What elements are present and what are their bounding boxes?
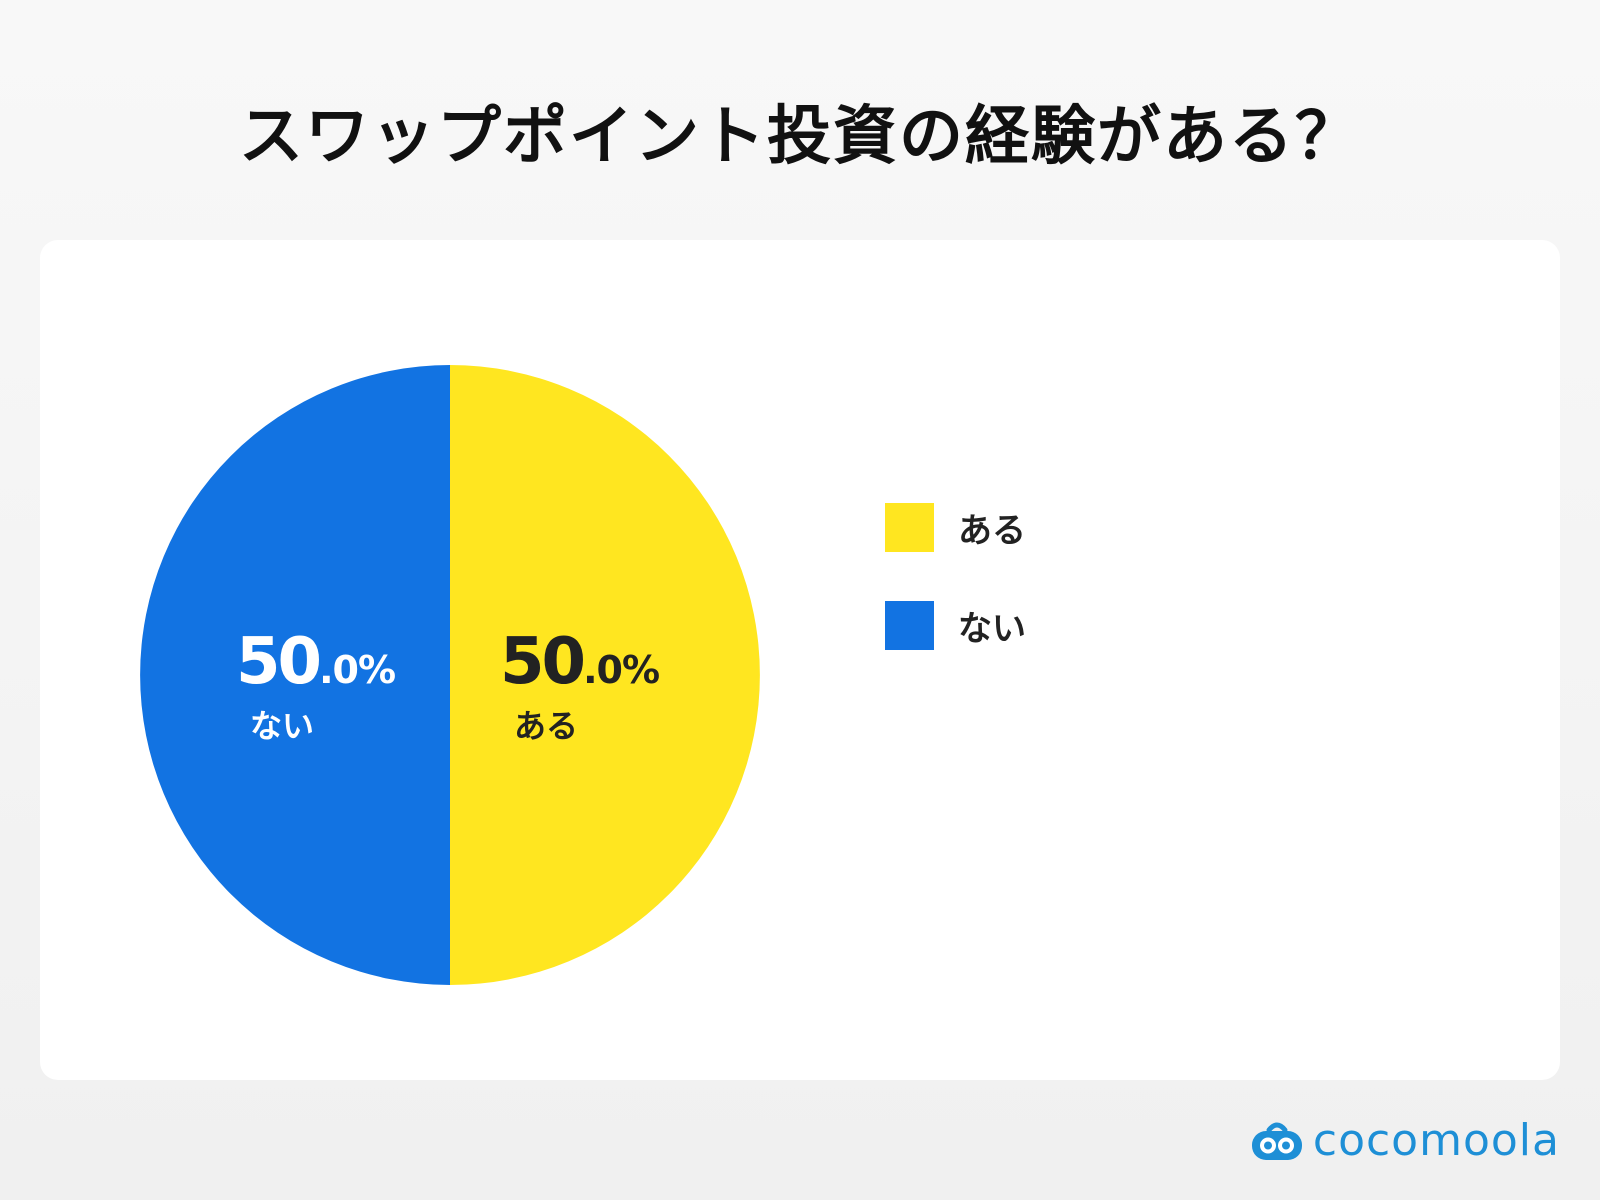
slice-label-aru: 50.0% ある	[500, 625, 660, 747]
brand-name: cocomoola	[1312, 1115, 1560, 1166]
slice-pct-main: 50	[236, 625, 322, 699]
legend-label: ある	[958, 510, 1026, 551]
slice-pct-decimal: .0%	[583, 648, 660, 692]
legend-item-nai: ない	[885, 600, 1026, 650]
slice-category: ある	[514, 707, 579, 745]
pie-chart	[140, 365, 760, 985]
legend-swatch	[885, 600, 934, 650]
legend-label: ない	[958, 608, 1026, 649]
chart-card: 50.0% ある 50.0% ない ある ない	[40, 240, 1560, 1080]
brand-logo: cocomoola	[1249, 1115, 1560, 1166]
slice-pct-main: 50	[500, 625, 586, 699]
legend-item-aru: ある	[885, 502, 1026, 552]
slice-category: ない	[250, 707, 315, 745]
pie-slice-nai	[140, 365, 450, 985]
pie-slice-aru	[450, 365, 760, 985]
chart-title: スワップポイント投資の経験がある？	[239, 100, 1361, 174]
slice-label-nai: 50.0% ない	[236, 625, 396, 747]
cocomoola-logo-icon	[1251, 1122, 1302, 1160]
chart-legend: ある ない	[885, 502, 1026, 698]
slice-pct-decimal: .0%	[319, 648, 396, 692]
legend-swatch	[885, 502, 934, 552]
